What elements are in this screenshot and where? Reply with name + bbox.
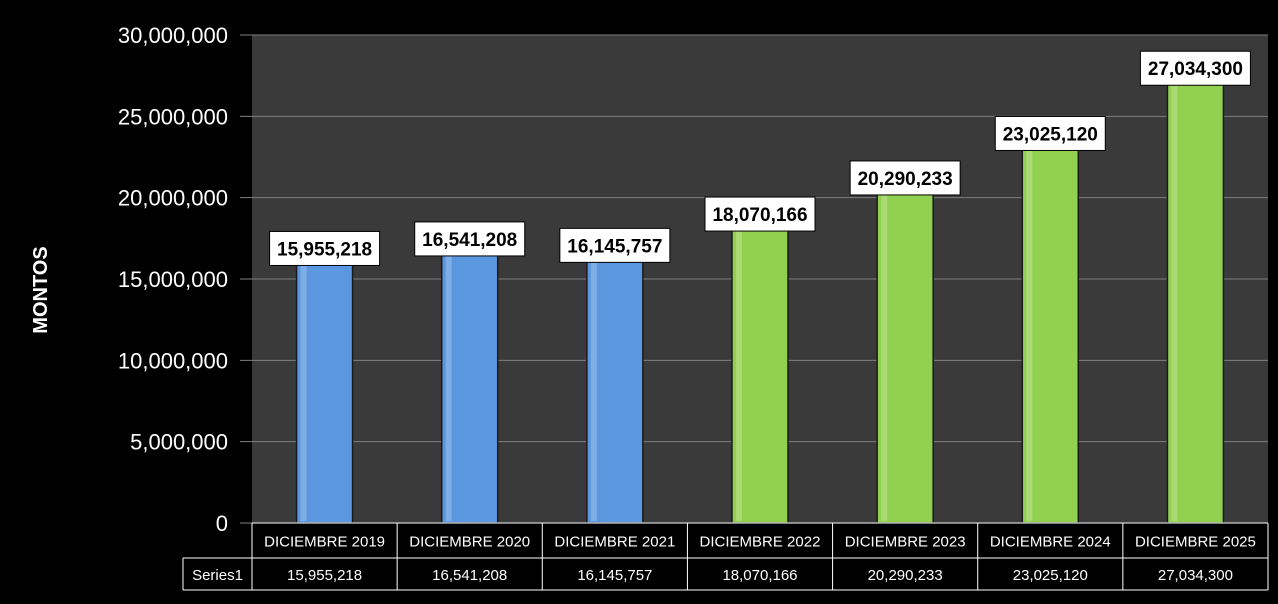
data-label-box <box>269 230 381 266</box>
data-label: 18,070,166 <box>712 205 807 226</box>
x-category-label: DICIEMBRE 2022 <box>700 534 821 551</box>
data-label-box <box>994 115 1106 151</box>
bar <box>876 192 934 524</box>
x-category-label: DICIEMBRE 2024 <box>990 534 1111 551</box>
bar-highlight <box>300 265 307 521</box>
data-label: 15,955,218 <box>277 239 372 260</box>
x-category-label: DICIEMBRE 2020 <box>409 534 530 551</box>
data-label: 20,290,233 <box>858 169 953 190</box>
y-tick-label: 0 <box>216 511 228 536</box>
data-labels: 15,955,218 16,541,208 16,145,757 18,070,166… <box>269 50 1251 266</box>
y-axis-label: MONTOS <box>30 246 52 333</box>
table-value: 27,034,300 <box>1158 567 1233 584</box>
table-value: 23,025,120 <box>1013 567 1088 584</box>
y-tick-label: 25,000,000 <box>118 104 228 129</box>
data-table: DICIEMBRE 2019 DICIEMBRE 2020 DICIEMBRE 20… <box>182 522 1269 591</box>
table-value: 15,955,218 <box>287 567 362 584</box>
y-tick-label: 10,000,000 <box>118 348 228 373</box>
bar-highlight <box>881 194 888 521</box>
x-category-label: DICIEMBRE 2021 <box>554 534 675 551</box>
y-tick-label: 5,000,000 <box>130 430 228 455</box>
table-row-label: Series1 <box>192 567 243 584</box>
data-label-box <box>414 221 526 257</box>
bar-highlight <box>1026 150 1033 521</box>
data-label-box <box>559 227 671 263</box>
data-label-box <box>1139 50 1251 86</box>
table-value: 20,290,233 <box>868 567 943 584</box>
bar-highlight <box>1171 85 1178 521</box>
data-label-box <box>704 196 816 232</box>
x-category-label: DICIEMBRE 2019 <box>264 534 385 551</box>
data-label: 27,034,300 <box>1148 59 1243 80</box>
data-label: 16,145,757 <box>567 236 662 257</box>
bar <box>1166 82 1225 524</box>
y-tick-label: 20,000,000 <box>118 186 228 211</box>
data-label: 16,541,208 <box>422 230 517 251</box>
data-label-box <box>849 160 961 196</box>
bar-highlight <box>736 231 742 521</box>
table-value: 18,070,166 <box>722 567 797 584</box>
data-label: 23,025,120 <box>1003 124 1098 145</box>
bar-highlight <box>590 262 597 521</box>
y-axis-tick-labels: 0 5,000,000 10,000,000 15,000,000 20,000,000… <box>118 23 228 536</box>
table-value: 16,145,757 <box>577 567 652 584</box>
bar-highlight <box>445 255 452 521</box>
y-tick-label: 30,000,000 <box>118 23 228 48</box>
table-value: 16,541,208 <box>432 567 507 584</box>
y-tick-label: 15,000,000 <box>118 267 228 292</box>
bar <box>440 253 499 524</box>
x-category-label: DICIEMBRE 2023 <box>845 534 966 551</box>
x-category-label: DICIEMBRE 2025 <box>1135 534 1256 551</box>
